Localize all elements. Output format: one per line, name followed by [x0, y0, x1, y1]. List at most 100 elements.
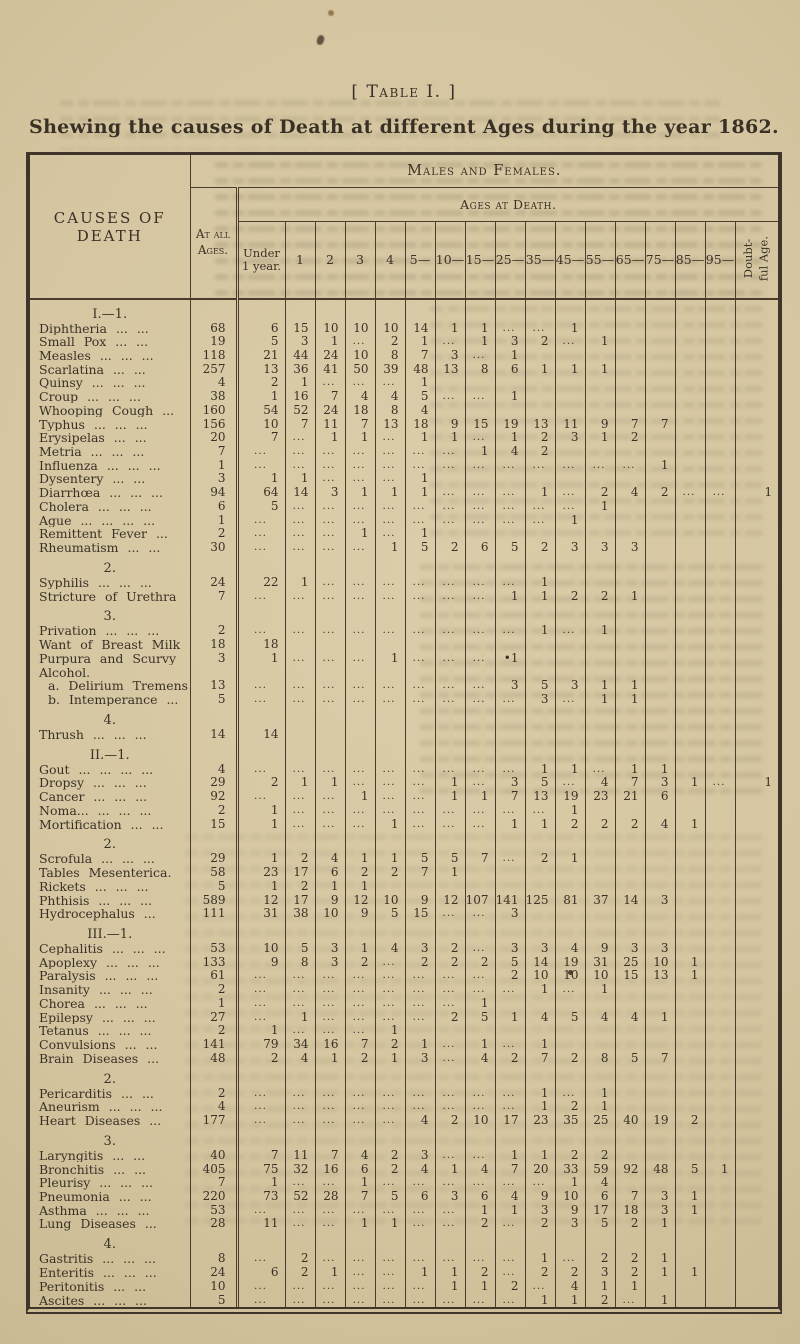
age-cell	[554, 727, 585, 742]
age-cell: ...	[284, 499, 315, 514]
age-cell: 5	[284, 941, 315, 956]
age-cell	[584, 403, 615, 418]
total-all-ages-cell	[189, 1065, 237, 1087]
age-cell: ...	[494, 1175, 525, 1190]
age-cell: 1	[404, 526, 435, 541]
age-cell: 1	[344, 430, 375, 445]
age-cell: 50	[344, 362, 375, 377]
age-cell	[464, 865, 495, 880]
age-cell: 2	[464, 1265, 495, 1280]
age-cell: ...	[434, 334, 465, 349]
age-cell	[644, 472, 675, 486]
age-cell: ...	[554, 982, 585, 997]
age-cell: 59	[584, 1162, 615, 1176]
age-cell: 1	[554, 851, 585, 866]
age-cell	[434, 665, 465, 679]
age-cell	[734, 1251, 779, 1266]
age-cell: ...	[344, 1113, 375, 1128]
age-cell: 1	[494, 1148, 525, 1163]
age-cell: 3	[524, 941, 555, 956]
table-row: Chorea ... ... ... 1.....................…	[30, 996, 779, 1011]
cause-label: Cancer ... ... ...	[39, 789, 148, 804]
age-cell: 4	[614, 485, 645, 500]
age-cell	[494, 879, 525, 894]
age-cell: ...	[314, 1175, 345, 1190]
age-cell: 2	[524, 1265, 555, 1280]
age-cell: 2	[614, 1251, 645, 1266]
age-cell: ...	[524, 499, 555, 514]
age-cell: ...	[284, 458, 315, 473]
age-cell	[464, 741, 495, 763]
cause-label: Apoplexy ... ... ...	[39, 955, 160, 970]
age-cell: 8	[374, 348, 405, 363]
age-cell: ...	[434, 1251, 465, 1266]
age-cell: ...	[524, 321, 555, 335]
age-cell	[734, 540, 779, 555]
age-cell: 1	[644, 458, 675, 473]
total-all-ages-cell: 1	[189, 996, 237, 1011]
table-row: Tetanus ... ... ... 2 1......... 1	[30, 1024, 779, 1038]
table-row: Insanity ... ... ... 2...................…	[30, 982, 779, 997]
age-cell: ...	[314, 1086, 345, 1100]
section-row: 4.	[30, 706, 779, 728]
age-cell: ...	[235, 513, 285, 527]
age-cell	[584, 389, 615, 404]
cause-label: Gout ... ... ... ...	[39, 762, 154, 776]
age-cell	[464, 637, 495, 652]
age-cell: 1	[404, 1265, 435, 1280]
age-cell: ...	[235, 1279, 285, 1294]
age-cell	[374, 879, 405, 894]
age-cell	[235, 706, 285, 728]
page-subtitle: Shewing the causes of Death at different…	[29, 116, 779, 138]
age-cell: 1	[235, 879, 285, 894]
age-cell: 1	[494, 430, 525, 445]
age-cell	[734, 624, 779, 638]
age-cell: ...	[314, 817, 345, 831]
age-cell	[235, 1230, 285, 1252]
total-all-ages-cell: 19	[189, 334, 237, 349]
age-cell: 2	[674, 1113, 705, 1128]
age-cell: 2	[374, 334, 405, 349]
age-cell: ...	[314, 575, 345, 590]
age-cell	[494, 1230, 525, 1252]
age-cell: 14	[524, 955, 555, 970]
age-cell: 1	[235, 803, 285, 818]
age-cell	[704, 589, 735, 603]
age-cell: 44	[284, 348, 315, 363]
age-cell: 1	[494, 389, 525, 404]
table-row: Aneurism ... ... ... 4...................…	[30, 1099, 779, 1114]
age-cell: ...	[494, 1086, 525, 1100]
age-cell: ...	[314, 624, 345, 638]
age-cell	[734, 376, 779, 390]
table-row: Lung Diseases ... 28 11...... 1 1...... 2... 2…	[30, 1217, 779, 1231]
age-cell	[614, 499, 645, 514]
age-cell: 6	[235, 321, 285, 335]
age-cell: ...	[434, 678, 465, 693]
age-cell: ...	[464, 651, 495, 666]
age-cell: ...	[464, 762, 495, 776]
cause-label: Small Pox ... ...	[39, 334, 149, 349]
total-all-ages-cell: 4	[189, 1099, 237, 1114]
table-row: Quinsy ... ... ... 4 2 1......... 1	[30, 376, 779, 390]
cause-label: Want of Breast Milk	[39, 637, 181, 652]
age-cell	[284, 741, 315, 763]
age-cell: •1	[494, 651, 525, 666]
age-cell: 1	[644, 1293, 675, 1307]
age-cell	[614, 830, 645, 852]
total-all-ages-cell: 160	[189, 403, 237, 418]
age-cell: 2	[494, 969, 525, 983]
age-cell: 9	[434, 417, 465, 431]
age-cell	[644, 727, 675, 742]
age-cell: ...	[284, 651, 315, 666]
age-cell	[614, 1127, 645, 1149]
age-cell	[524, 665, 555, 679]
age-cell	[674, 575, 705, 590]
age-cell: 3	[644, 941, 675, 956]
total-all-ages-cell: 589	[189, 893, 237, 907]
age-cell	[704, 803, 735, 818]
age-cell: ...	[434, 458, 465, 473]
age-cell	[674, 637, 705, 652]
age-cell	[644, 624, 675, 638]
cause-label: Pneumonia ... ...	[39, 1189, 152, 1204]
total-all-ages-cell: 14	[189, 727, 237, 742]
